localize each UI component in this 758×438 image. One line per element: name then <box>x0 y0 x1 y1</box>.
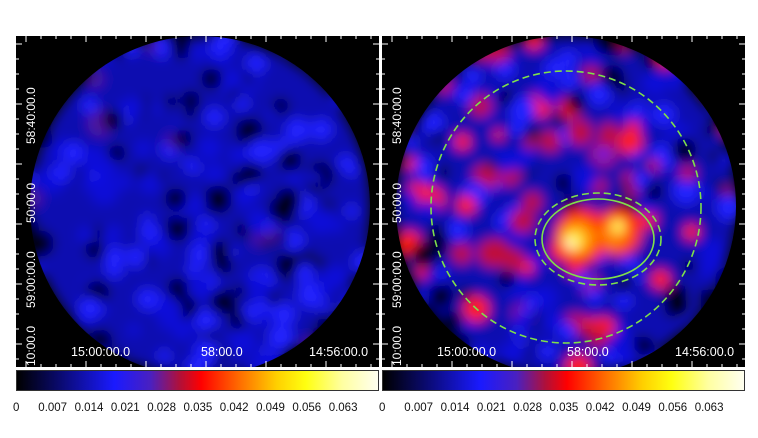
x-tick-label: 58:00.0 <box>201 345 243 359</box>
colorbar-tick-label: 0.042 <box>219 402 249 414</box>
y-tick-label: 58:40:00.0 <box>24 87 38 144</box>
colorbar-tick-label: 0.014 <box>74 402 104 414</box>
left-colorbar <box>16 370 379 391</box>
y-tick-label: 50:00.0 <box>24 182 38 223</box>
y-tick-label: 59:00:00.0 <box>24 251 38 308</box>
x-tick-label: 14:56:00.0 <box>309 345 369 359</box>
x-tick-label: 15:00:00.0 <box>71 345 131 359</box>
left-image <box>16 36 379 367</box>
y-tick-label: 58:40:00.0 <box>390 87 404 144</box>
colorbar-tick-label: 0.063 <box>694 402 724 414</box>
colorbar-tick-label: 0.035 <box>549 402 579 414</box>
colorbar-tick-label: 0.028 <box>147 402 176 414</box>
colorbar-tick-label: 0.056 <box>292 402 322 414</box>
colorbar-tick-label: 0 <box>13 402 20 414</box>
y-tick-label: 59:00:00.0 <box>390 251 404 308</box>
background-region-outer <box>430 70 702 344</box>
colorbar-tick-label: 0.035 <box>183 402 213 414</box>
colorbar-tick-label: 0.056 <box>658 402 688 414</box>
colorbar-tick-label: 0.049 <box>256 402 285 414</box>
colorbar-tick-label: 0.007 <box>404 402 434 414</box>
colorbar-tick-label: 0.028 <box>513 402 542 414</box>
y-tick-label: 10:00.0 <box>24 325 38 366</box>
colorbar-tick-label: 0.042 <box>585 402 615 414</box>
x-tick-label: 15:00:00.0 <box>437 345 497 359</box>
x-tick-label: 14:56:00.0 <box>675 345 735 359</box>
colorbar-tick-label: 0.063 <box>328 402 358 414</box>
background-region-inner <box>534 192 662 286</box>
right-colorbar <box>382 370 745 391</box>
colorbar-tick-label: 0 <box>379 402 386 414</box>
x-tick-label: 58:00.0 <box>567 345 609 359</box>
right-image <box>382 36 745 367</box>
y-tick-label: 10:00.0 <box>390 325 404 366</box>
colorbar-tick-label: 0.021 <box>476 402 506 414</box>
y-tick-label: 50:00.0 <box>390 182 404 223</box>
colorbar-tick-label: 0.007 <box>38 402 68 414</box>
right-image-panel: 58:40:00.0 50:00.0 59:00:00.0 10:00.0 15… <box>382 36 745 367</box>
left-image-panel: 58:40:00.0 50:00.0 59:00:00.0 10:00.0 15… <box>16 36 379 367</box>
colorbar-tick-label: 0.049 <box>622 402 651 414</box>
source-region <box>541 198 655 280</box>
colorbar-tick-label: 0.021 <box>110 402 140 414</box>
colorbar-tick-label: 0.014 <box>440 402 470 414</box>
